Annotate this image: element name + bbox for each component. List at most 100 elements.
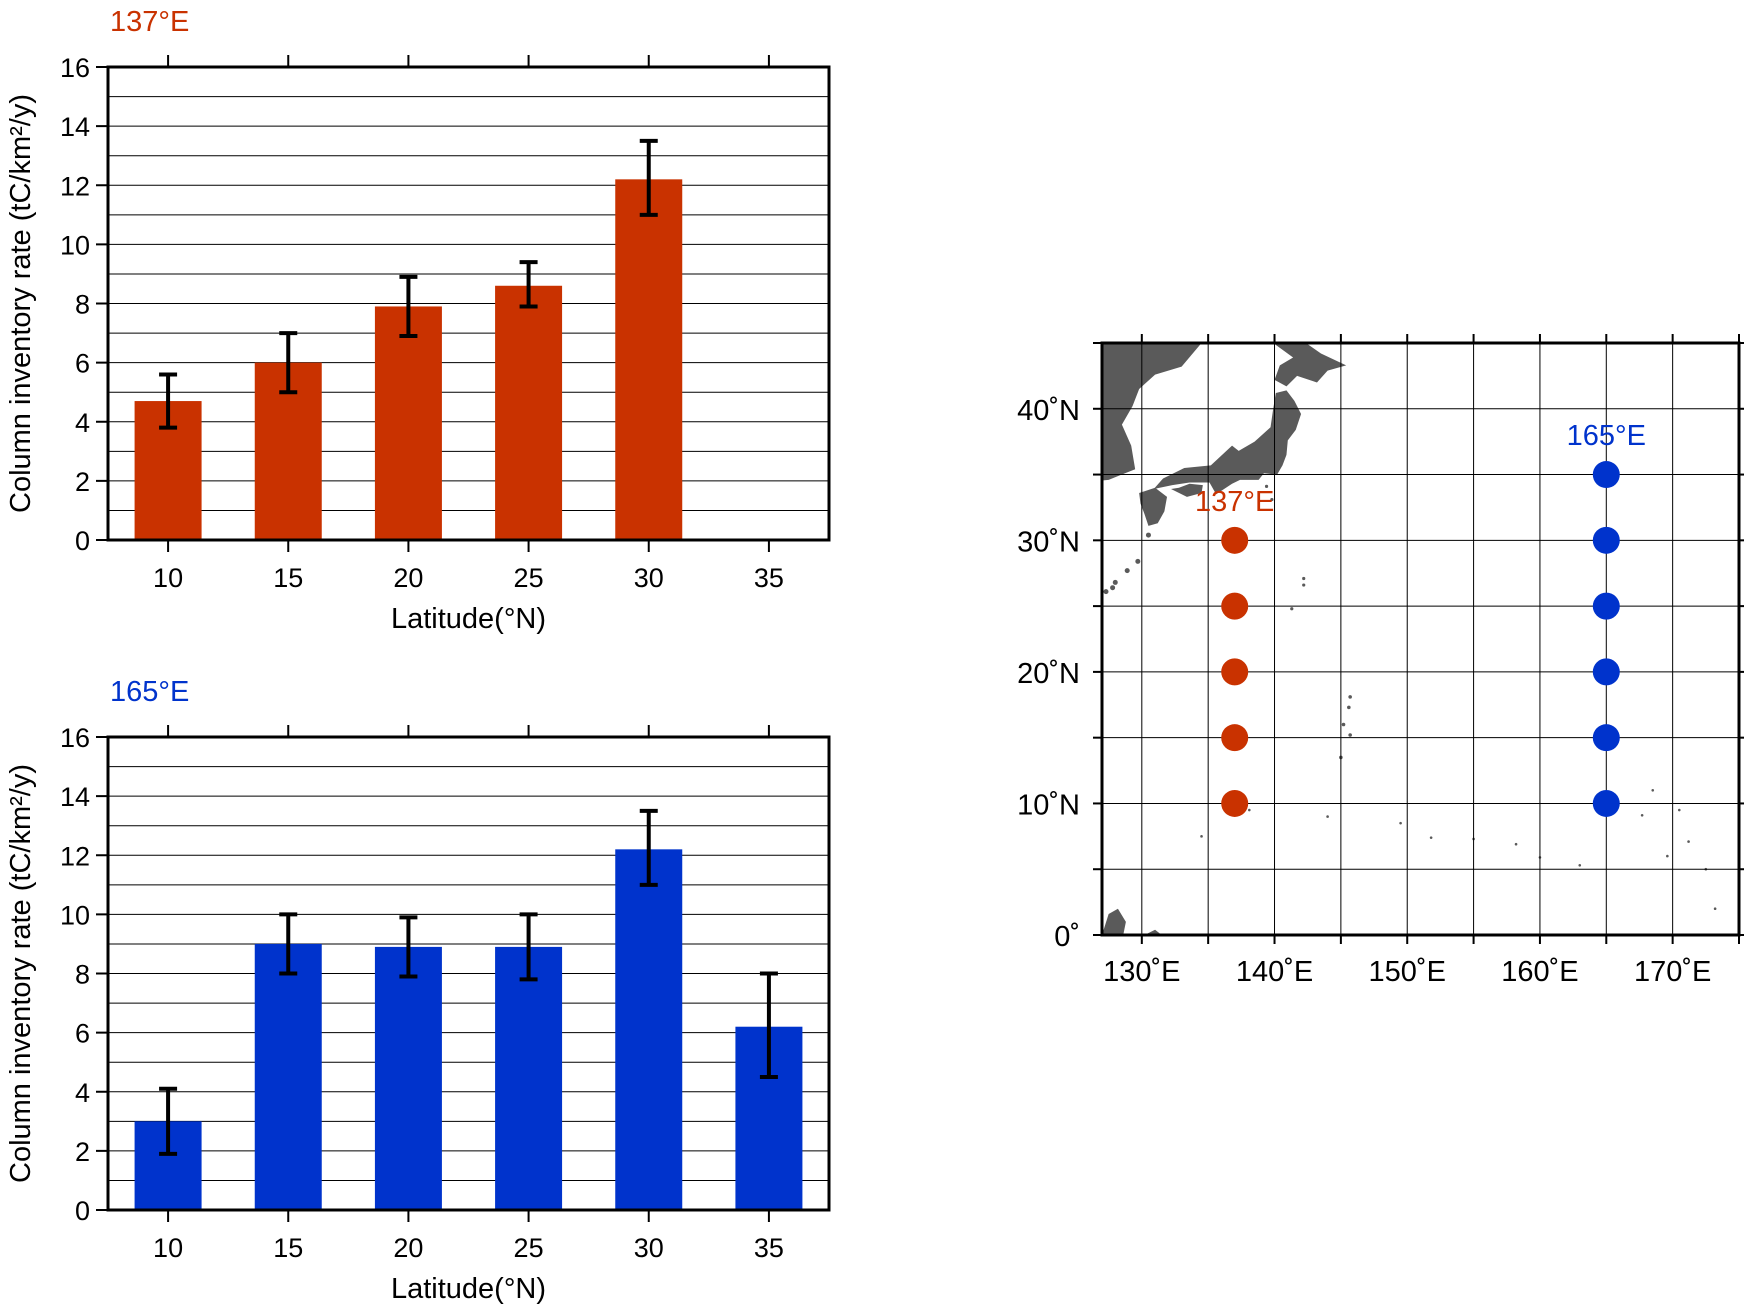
x-axis-label: Latitude(°N) bbox=[391, 603, 546, 635]
map-y-tick-label: 40˚N bbox=[1017, 395, 1080, 427]
station-line-label: 137°E bbox=[1195, 486, 1274, 518]
land-island bbox=[1341, 722, 1346, 727]
station-marker bbox=[1592, 658, 1620, 686]
x-tick-label: 10 bbox=[153, 563, 183, 593]
land-korea bbox=[1102, 343, 1202, 481]
y-tick-label: 14 bbox=[60, 782, 90, 812]
land-island bbox=[1062, 612, 1067, 617]
station-marker bbox=[1221, 789, 1249, 817]
land-island bbox=[1264, 484, 1269, 488]
x-tick-label: 35 bbox=[754, 1233, 784, 1263]
y-tick-label: 6 bbox=[75, 1019, 90, 1049]
station-line-label: 165°E bbox=[1567, 420, 1646, 452]
bar bbox=[254, 943, 322, 1210]
land-island bbox=[1640, 813, 1644, 817]
land-halmahera bbox=[1102, 908, 1126, 935]
y-tick-label: 8 bbox=[75, 290, 90, 320]
station-marker bbox=[1592, 724, 1620, 752]
land-honshu bbox=[1153, 390, 1302, 495]
y-axis-label: Column inventory rate (tC/km²/y) bbox=[5, 94, 37, 513]
map-x-tick-label: 140˚E bbox=[1236, 956, 1313, 988]
land-island bbox=[1248, 808, 1251, 812]
land-island bbox=[1677, 808, 1681, 812]
land-island bbox=[1347, 705, 1351, 710]
map-frame bbox=[1100, 341, 1741, 937]
chart-title: 165°E bbox=[110, 676, 189, 708]
land-hokkaido bbox=[1273, 343, 1347, 387]
land-kyushu bbox=[1139, 487, 1168, 526]
land-island bbox=[1124, 568, 1130, 574]
land-island bbox=[1666, 854, 1669, 858]
bar bbox=[374, 946, 442, 1210]
bar bbox=[615, 179, 683, 540]
plot-frame bbox=[106, 65, 831, 542]
bar bbox=[374, 306, 442, 540]
land-island bbox=[1399, 821, 1402, 825]
y-tick-label: 8 bbox=[75, 960, 90, 990]
y-tick-label: 4 bbox=[75, 1078, 90, 1108]
y-tick-label: 4 bbox=[75, 408, 90, 438]
x-tick-label: 20 bbox=[393, 563, 423, 593]
map-x-tick-label: 160˚E bbox=[1501, 956, 1578, 988]
y-tick-label: 0 bbox=[75, 526, 90, 556]
station-map: 130˚E 140˚E 150˚E 160˚E 170˚E 0˚ 10˚N 20˚N 30˚N 4… bbox=[1017, 334, 1744, 988]
land-island bbox=[1514, 842, 1518, 846]
x-tick-label: 25 bbox=[514, 563, 544, 593]
bar bbox=[615, 849, 683, 1210]
land-island bbox=[1270, 497, 1274, 502]
station-marker bbox=[1592, 526, 1620, 554]
map-y-tick-label: 0˚ bbox=[1054, 921, 1080, 953]
chart-title: 137°E bbox=[110, 6, 189, 38]
y-tick-label: 6 bbox=[75, 349, 90, 379]
land-island bbox=[1103, 589, 1109, 595]
land-island bbox=[1578, 863, 1582, 867]
land-shikoku bbox=[1171, 483, 1203, 497]
map-x-tick-label: 150˚E bbox=[1369, 956, 1446, 988]
y-tick-label: 12 bbox=[60, 841, 90, 871]
y-tick-label: 2 bbox=[75, 467, 90, 497]
map-y-tick-label: 30˚N bbox=[1017, 526, 1080, 558]
station-marker bbox=[1221, 526, 1249, 554]
y-axis-label: Column inventory rate (tC/km²/y) bbox=[5, 764, 37, 1183]
land-island bbox=[1651, 788, 1655, 792]
land-island bbox=[1145, 532, 1151, 538]
land-island bbox=[1135, 558, 1141, 564]
land-island bbox=[1348, 733, 1352, 737]
bar bbox=[495, 946, 563, 1210]
y-tick-label: 10 bbox=[60, 230, 90, 260]
land-island bbox=[1302, 576, 1306, 581]
x-tick-label: 35 bbox=[754, 563, 784, 593]
x-tick-label: 10 bbox=[153, 1233, 183, 1263]
y-tick-label: 14 bbox=[60, 112, 90, 142]
map-y-tick-label: 20˚N bbox=[1017, 658, 1080, 690]
x-axis-label: Latitude(°N) bbox=[391, 1273, 546, 1305]
y-tick-label: 16 bbox=[60, 53, 90, 83]
x-tick-label: 15 bbox=[273, 1233, 303, 1263]
land-island bbox=[1429, 836, 1433, 839]
map-x-tick-label: 170˚E bbox=[1634, 956, 1711, 988]
land-island bbox=[1290, 607, 1294, 611]
y-tick-label: 12 bbox=[60, 171, 90, 201]
plot-frame bbox=[106, 735, 831, 1212]
land bbox=[1062, 343, 1717, 935]
x-tick-label: 30 bbox=[634, 563, 664, 593]
station-marker bbox=[1592, 592, 1620, 620]
land-island bbox=[1200, 835, 1203, 838]
station-marker bbox=[1592, 461, 1620, 489]
bar-chart-165e: 0 2 4 6 8 10 12 14 16 10 15 20 25 30 35 Latitude(°N) Col… bbox=[5, 676, 831, 1305]
bar-chart-137e: 0 2 4 6 8 10 12 14 16 10 15 20 25 30 35 Latitude(°N) Col… bbox=[5, 6, 831, 635]
x-tick-label: 25 bbox=[514, 1233, 544, 1263]
station-marker bbox=[1221, 724, 1249, 752]
x-tick-label: 30 bbox=[634, 1233, 664, 1263]
map-y-tick-label: 10˚N bbox=[1017, 789, 1080, 821]
land-island bbox=[1302, 583, 1306, 587]
map-x-tick-label: 130˚E bbox=[1103, 956, 1180, 988]
land-island bbox=[1348, 695, 1352, 699]
y-tick-label: 2 bbox=[75, 1137, 90, 1167]
land-island bbox=[1713, 907, 1717, 910]
station-marker bbox=[1221, 658, 1249, 686]
x-tick-label: 20 bbox=[393, 1233, 423, 1263]
y-tick-label: 0 bbox=[75, 1196, 90, 1226]
land-island bbox=[1110, 585, 1116, 591]
